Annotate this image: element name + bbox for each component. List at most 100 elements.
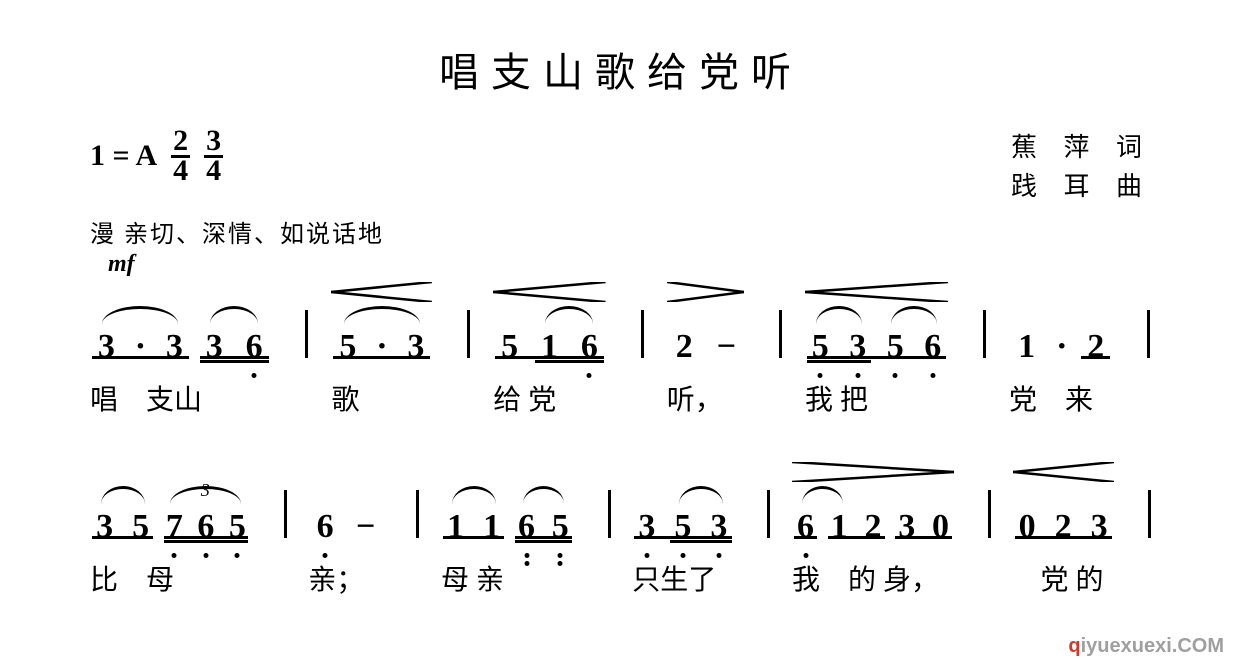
lyric-segment: 亲； <box>308 558 382 598</box>
note: 5 <box>880 328 910 366</box>
crescendo-hairpin <box>493 282 606 302</box>
lyric-segment: 唱 支山 <box>90 378 271 418</box>
beam <box>895 536 952 539</box>
tonic: 1 = A <box>90 139 157 173</box>
note: 6 <box>918 328 948 366</box>
watermark-accent: q <box>1068 635 1080 657</box>
beam <box>807 360 871 363</box>
note: 1 <box>826 508 853 546</box>
lyric-segment: 我 的 身， <box>792 558 954 598</box>
tempo-marking: 漫 亲切、深情、如说话地 <box>90 214 1152 249</box>
beam <box>807 356 871 359</box>
beam <box>164 536 248 539</box>
notes-row: 3·3365·35162−53561·2 <box>90 316 1152 366</box>
note: − <box>349 508 383 546</box>
note: 1 <box>477 508 506 546</box>
beam <box>164 540 248 543</box>
note: 3 <box>158 328 191 366</box>
beam <box>1015 536 1112 539</box>
watermark-text: iyuexuexi.COM <box>1081 635 1224 657</box>
barline <box>416 490 419 538</box>
note: 0 <box>1013 508 1042 546</box>
note: 6 <box>308 508 342 546</box>
note: 3 <box>90 328 123 366</box>
lyricist: 蕉 萍 词 <box>1011 128 1152 167</box>
beam <box>443 536 504 539</box>
note: − <box>709 328 744 366</box>
credits: 蕉 萍 词 践 耳 曲 <box>1011 128 1152 206</box>
crescendo-hairpin <box>1013 462 1114 482</box>
note: 1 <box>1009 328 1044 366</box>
staff-line-2: 3 357656−116535361230023 比 母亲；母 亲只生了我 的 … <box>90 456 1152 616</box>
watermark: qiyuexuexi.COM <box>1068 635 1224 658</box>
lyric-segment: 党 来 <box>1009 378 1112 418</box>
beam <box>92 536 153 539</box>
beam <box>828 536 885 539</box>
lyric-segment: 党 的 <box>1013 558 1114 598</box>
song-title: 唱支山歌给党听 <box>90 40 1152 98</box>
beam <box>515 540 572 543</box>
decrescendo-hairpin <box>667 282 744 302</box>
barline <box>608 490 611 538</box>
note: 2 <box>860 508 887 546</box>
lyric-segment: 只生了 <box>632 558 733 598</box>
crescendo-hairpin <box>331 282 432 302</box>
barline <box>467 310 470 358</box>
notes-row: 357656−116535361230023 <box>90 496 1152 546</box>
beam <box>535 360 604 363</box>
beam <box>333 356 430 359</box>
note: 2 <box>667 328 702 366</box>
beam <box>92 356 189 359</box>
beam <box>200 360 269 363</box>
beam <box>200 356 269 359</box>
note: 2 <box>1079 328 1112 366</box>
lyric-segment: 给 党 <box>493 378 606 418</box>
barline <box>641 310 644 358</box>
note: 3 <box>399 328 432 366</box>
note: 5 <box>126 508 155 546</box>
time-signature-2: 3 4 <box>204 128 223 183</box>
marks-row: 3 <box>90 456 1152 496</box>
barline <box>284 490 287 538</box>
note: · <box>1051 328 1072 366</box>
note: 6 <box>792 508 819 546</box>
note: 3 <box>90 508 119 546</box>
beam <box>670 536 731 539</box>
lyric-segment: 比 母 <box>90 558 250 598</box>
barline <box>1148 490 1151 538</box>
composer: 践 耳 曲 <box>1011 167 1152 206</box>
beam <box>1081 356 1110 359</box>
beam <box>794 536 817 539</box>
beam <box>535 356 604 359</box>
beam <box>670 540 731 543</box>
note: · <box>130 328 151 366</box>
crescendo-hairpin <box>805 282 948 302</box>
barline <box>767 490 770 538</box>
note: 2 <box>1049 508 1078 546</box>
note: 3 <box>1085 508 1114 546</box>
time-signature-1: 2 4 <box>171 128 190 183</box>
barline <box>779 310 782 358</box>
staff-line-1: 3·3365·35162−53561·2 唱 支山歌给 党听，我 把党 来 <box>90 276 1152 436</box>
note: 1 <box>441 508 470 546</box>
note: 5 <box>331 328 364 366</box>
barline <box>1147 310 1150 358</box>
note: 0 <box>927 508 954 546</box>
meta-row: 1 = A 2 4 3 4 蕉 萍 词 践 耳 曲 <box>90 128 1152 206</box>
note: · <box>371 328 392 366</box>
dynamic-marking: mf <box>108 251 1152 278</box>
marks-row <box>90 276 1152 316</box>
lyric-segment: 我 把 <box>805 378 948 418</box>
lyric-segment: 母 亲 <box>441 558 574 598</box>
key-signature: 1 = A 2 4 3 4 <box>90 128 223 183</box>
beam <box>515 536 572 539</box>
decrescendo-hairpin <box>792 462 954 482</box>
barline <box>305 310 308 358</box>
note: 5 <box>493 328 526 366</box>
barline <box>988 490 991 538</box>
lyric-segment: 听， <box>667 378 744 418</box>
note: 3 <box>893 508 920 546</box>
barline <box>983 310 986 358</box>
lyric-segment: 歌 <box>331 378 432 418</box>
sheet-music-page: 唱支山歌给党听 1 = A 2 4 3 4 蕉 萍 词 践 耳 曲 漫 亲切、深… <box>0 0 1242 616</box>
